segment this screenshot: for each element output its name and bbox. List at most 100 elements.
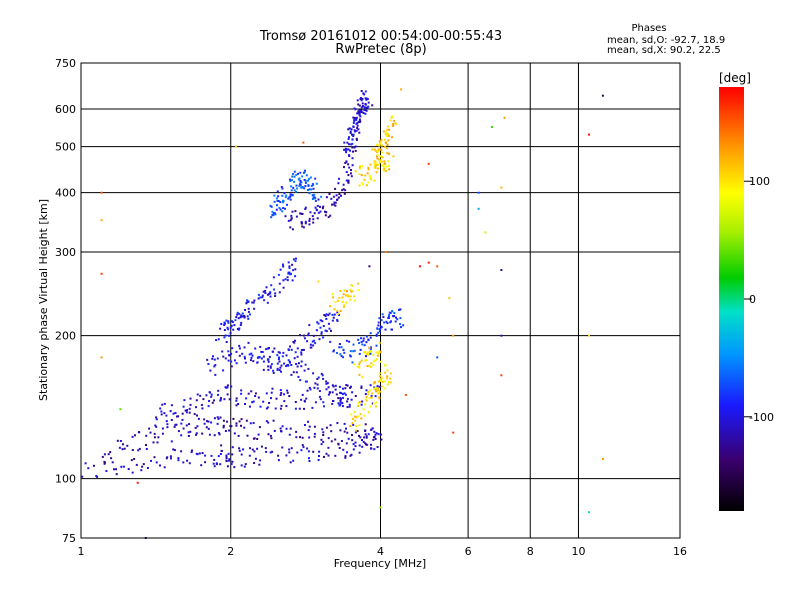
data-point [343,192,346,195]
x-tick-label: 2 [227,545,234,558]
data-point [234,359,236,362]
data-point [247,392,250,395]
data-point [312,187,315,190]
data-point [363,93,366,96]
data-point [358,444,361,447]
data-point [238,449,241,452]
data-point [248,454,251,457]
data-point [142,463,145,466]
data-point [364,359,367,362]
data-point [214,364,217,367]
data-point [367,101,370,104]
data-point [340,392,343,395]
data-point [113,468,115,471]
data-point [273,347,276,350]
data-point [314,177,317,180]
data-point [369,346,372,349]
data-point [379,351,382,354]
data-point [340,440,343,442]
data-point [271,450,274,453]
data-point [230,425,233,428]
data-point [325,426,328,429]
data-point [477,207,480,210]
data-point [364,351,367,354]
data-point [308,460,311,462]
data-point [385,320,388,323]
data-point [250,390,253,393]
data-point [146,467,149,469]
data-point [195,399,198,402]
data-point [381,164,384,167]
data-point [301,393,304,396]
colorbar-label: [deg] [719,71,751,85]
data-point [213,465,216,468]
data-point [220,449,223,452]
data-point [361,183,364,186]
data-point [354,117,356,120]
data-point [222,419,225,422]
data-point [222,369,225,372]
data-point [280,404,283,407]
data-point [352,116,355,119]
data-point [267,421,270,424]
data-point [256,361,259,364]
data-point [251,448,254,451]
data-point [213,358,216,361]
data-point [364,429,367,432]
data-point [380,144,383,147]
data-point [111,461,114,464]
data-point [291,263,294,266]
data-point [249,447,251,450]
data-point [345,294,347,297]
data-point [238,347,241,350]
data-point [339,310,342,313]
data-point [365,106,368,109]
data-point [306,340,309,343]
data-point [196,393,199,396]
data-point [93,464,95,467]
data-point [356,126,359,129]
data-point [300,398,303,401]
data-point [364,398,367,401]
data-point [292,186,295,189]
data-point [317,459,320,461]
data-point [355,122,358,125]
data-point [286,276,289,279]
data-point [181,412,184,415]
data-point [195,432,198,435]
data-point [341,396,344,399]
data-point [358,451,361,454]
data-point [251,401,254,404]
data-point [246,434,249,437]
data-point [399,317,402,320]
data-point [222,424,225,427]
data-point [264,447,267,450]
y-tick-labels: 75 100 200 300 400 500 600 750 [55,57,76,545]
data-point [136,481,139,484]
data-point [367,105,370,108]
data-point [236,328,239,330]
data-point [373,435,376,438]
data-point [234,319,237,322]
data-point [369,384,372,387]
data-point [334,204,337,207]
data-point [241,312,244,315]
data-point [378,385,381,388]
data-point [319,319,322,322]
data-point [389,377,392,380]
data-point [131,471,134,474]
data-point [358,401,361,403]
data-point [277,351,280,354]
data-point [337,402,340,405]
data-point [205,426,208,429]
data-point [227,321,230,324]
data-point [361,97,364,100]
data-point [177,430,180,433]
data-point [354,441,357,444]
data-point [199,394,202,397]
data-point [303,179,306,181]
data-point [153,432,156,435]
data-point [376,155,378,158]
data-point [369,365,372,368]
data-point [362,408,365,411]
